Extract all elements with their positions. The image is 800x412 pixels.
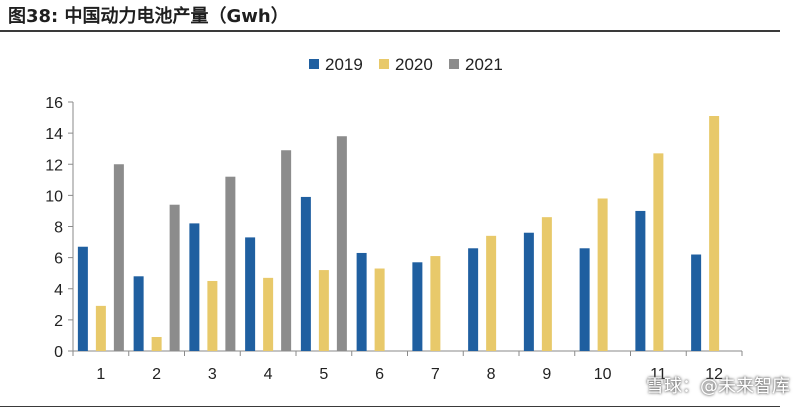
bar-2019-12	[691, 254, 702, 351]
bar-2019-4	[245, 237, 256, 351]
bottom-rule	[0, 406, 780, 407]
bar-2021-3	[225, 176, 236, 351]
y-tick-label: 4	[54, 282, 63, 299]
bar-2020-2	[151, 336, 162, 351]
figure-title: 图38: 中国动力电池产量（Gwh）	[8, 6, 289, 27]
bar-2019-7	[412, 262, 423, 351]
y-tick-label: 0	[54, 344, 63, 361]
bar-2020-7	[430, 256, 441, 351]
x-tick-label: 6	[375, 366, 384, 383]
x-tick-label: 10	[594, 366, 612, 383]
bars	[77, 116, 720, 351]
top-rule	[0, 30, 780, 32]
bar-2020-4	[263, 277, 274, 351]
bar-2020-11	[653, 153, 664, 351]
bar-2021-2	[169, 204, 180, 351]
y-tick-label: 14	[45, 126, 63, 143]
y-tick-label: 6	[54, 251, 63, 268]
legend-swatch-2020	[379, 59, 389, 69]
legend: 2019 2020 2021	[309, 55, 503, 74]
bar-2019-1	[77, 246, 88, 351]
x-tick-label: 7	[431, 366, 440, 383]
bar-2020-8	[486, 235, 497, 351]
x-tick-label: 12	[705, 366, 723, 383]
bar-2019-2	[133, 276, 144, 351]
bar-2019-5	[300, 196, 311, 351]
bar-2019-11	[635, 210, 646, 351]
bar-2019-10	[579, 248, 590, 351]
x-tick-label: 2	[152, 366, 161, 383]
y-tick-label: 10	[45, 188, 63, 205]
bar-2021-4	[281, 150, 292, 351]
legend-label-2019: 2019	[325, 55, 363, 74]
legend-label-2020: 2020	[395, 55, 433, 74]
bar-2020-6	[374, 268, 385, 351]
bar-2020-1	[95, 305, 106, 351]
watermark: 雪球：@未来智库	[646, 376, 790, 397]
y-tick-label: 8	[54, 220, 63, 237]
bar-2019-9	[523, 232, 534, 351]
y-tick-label: 16	[45, 95, 63, 112]
x-tick-label: 8	[487, 366, 496, 383]
legend-label-2021: 2021	[465, 55, 503, 74]
bar-2019-8	[468, 248, 479, 351]
legend-swatch-2019	[309, 59, 319, 69]
bar-2020-12	[709, 116, 720, 351]
x-tick-label: 3	[208, 366, 217, 383]
x-tick-label: 4	[264, 366, 273, 383]
x-tick-label: 9	[542, 366, 551, 383]
y-tick-label: 2	[54, 313, 63, 330]
bar-2020-9	[541, 217, 552, 351]
bar-2020-5	[318, 270, 329, 351]
x-tick-label: 11	[650, 366, 667, 383]
bar-2020-3	[207, 280, 218, 351]
x-tick-label: 1	[96, 366, 105, 383]
bar-2021-5	[336, 136, 347, 351]
bar-2019-3	[189, 223, 200, 351]
x-tick-label: 5	[319, 366, 328, 383]
bar-2021-1	[113, 164, 124, 351]
legend-swatch-2021	[449, 59, 459, 69]
bar-2019-6	[356, 252, 367, 351]
bar-2020-10	[597, 198, 608, 351]
y-tick-label: 12	[45, 157, 63, 174]
